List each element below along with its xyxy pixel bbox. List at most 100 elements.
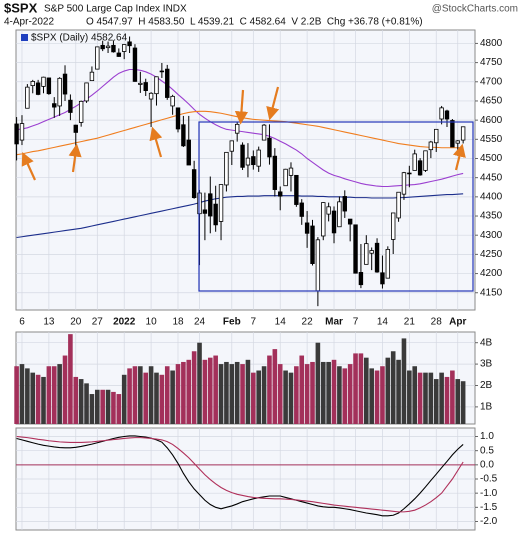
- candle-body: [428, 141, 434, 151]
- volume-bar: [251, 372, 256, 424]
- candle-body: [208, 193, 213, 217]
- candle-body: [154, 76, 159, 95]
- x-tick-label: 7: [251, 317, 257, 328]
- y-tick-label: 4400: [480, 191, 503, 202]
- candle-body: [19, 123, 25, 141]
- y-tick-label: -1.5: [480, 502, 498, 513]
- candle-body: [450, 120, 455, 148]
- volume-bar: [159, 374, 165, 424]
- x-tick-label: Mar: [325, 317, 343, 328]
- volume-bar: [25, 368, 30, 424]
- x-tick-label: 27: [92, 317, 104, 328]
- candle-body: [288, 167, 294, 176]
- candle-body: [186, 139, 191, 166]
- x-tick-label: 13: [43, 317, 55, 328]
- candle-body: [234, 123, 240, 134]
- y-tick-label: 4550: [480, 134, 503, 145]
- candle-body: [25, 86, 30, 109]
- candle-body: [460, 126, 466, 141]
- volume-bar: [283, 370, 288, 424]
- volume-bar: [143, 372, 149, 424]
- y-tick-label: 4800: [480, 38, 503, 49]
- volume-bar: [256, 370, 261, 424]
- y-tick-label: 4250: [480, 249, 503, 260]
- candle-body: [272, 155, 278, 190]
- volume-bar: [320, 361, 326, 424]
- candle-body: [84, 82, 89, 102]
- volume-bar: [35, 374, 41, 424]
- candle-body: [412, 153, 417, 171]
- price-panel: [15, 29, 476, 311]
- legend-swatch: [21, 34, 28, 41]
- volume-bar: [154, 372, 159, 424]
- x-tick-label: 7: [353, 317, 359, 328]
- volume-bar: [89, 394, 95, 424]
- volume-bar: [364, 357, 369, 424]
- volume-bar: [304, 364, 310, 424]
- candle-body: [224, 151, 229, 186]
- candle-body: [122, 44, 127, 52]
- y-tick-label: -0.5: [480, 474, 498, 485]
- candle-body: [299, 202, 304, 217]
- candle-body: [321, 202, 326, 237]
- volume-bar: [46, 366, 52, 424]
- volume-bar: [181, 361, 186, 424]
- candle-body: [261, 124, 267, 141]
- volume-bar: [390, 351, 396, 424]
- volume-bar: [105, 389, 111, 424]
- candle-body: [390, 212, 396, 240]
- candle-body: [14, 123, 19, 145]
- candle-body: [191, 169, 197, 199]
- volume-bar: [121, 374, 127, 424]
- candle-body: [240, 144, 245, 168]
- candle-body: [181, 124, 186, 147]
- y-tick-label: -1.0: [480, 488, 498, 499]
- volume-bar: [202, 359, 208, 424]
- y-tick-label: 4600: [480, 115, 503, 126]
- candle-body: [401, 172, 407, 195]
- candle-body: [111, 44, 116, 53]
- x-tick-label: 28: [431, 317, 443, 328]
- candle-body: [251, 156, 256, 166]
- volume-bar: [207, 357, 213, 424]
- x-tick-label: 6: [19, 317, 25, 328]
- volume-bar: [455, 379, 461, 424]
- volume-bar: [186, 359, 192, 424]
- volume-bar: [439, 372, 444, 424]
- line-series: [16, 435, 464, 513]
- volume-bar: [111, 391, 116, 424]
- volume-bar: [213, 355, 218, 424]
- volume-bar: [433, 379, 439, 424]
- volume-bar: [310, 361, 315, 424]
- y-tick-label: 1B: [480, 402, 493, 413]
- candle-body: [385, 248, 391, 279]
- arrow: [21, 151, 37, 181]
- security-name: S&P 500 Large Cap Index INDX: [44, 4, 187, 15]
- candle-body: [374, 242, 380, 273]
- candle-body: [202, 209, 208, 214]
- volume-bar: [412, 366, 418, 424]
- x-tick-label: 20: [70, 317, 82, 328]
- volume-bar: [353, 353, 358, 424]
- y-tick-label: 1.0: [480, 431, 494, 442]
- line-series: [16, 193, 464, 239]
- y-tick-label: 4450: [480, 172, 503, 183]
- volume-bar: [175, 364, 181, 424]
- candle-body: [294, 174, 299, 205]
- volume-bar: [73, 376, 79, 424]
- y-tick-label: 4650: [480, 96, 503, 107]
- volume-bar: [224, 361, 229, 424]
- candle-body: [213, 203, 218, 226]
- volume-bar: [234, 361, 240, 424]
- volume-bar: [450, 370, 455, 424]
- symbol: $SPX: [4, 0, 38, 15]
- volume-bar: [148, 366, 154, 424]
- volume-bar: [417, 372, 423, 424]
- y-tick-label: 4200: [480, 268, 503, 279]
- volume-bar: [385, 357, 391, 424]
- candle-body: [57, 77, 62, 107]
- volume-bar: [78, 379, 84, 424]
- volume-bar: [267, 355, 272, 424]
- x-tick-label: 18: [172, 317, 184, 328]
- volume-bar: [428, 372, 434, 424]
